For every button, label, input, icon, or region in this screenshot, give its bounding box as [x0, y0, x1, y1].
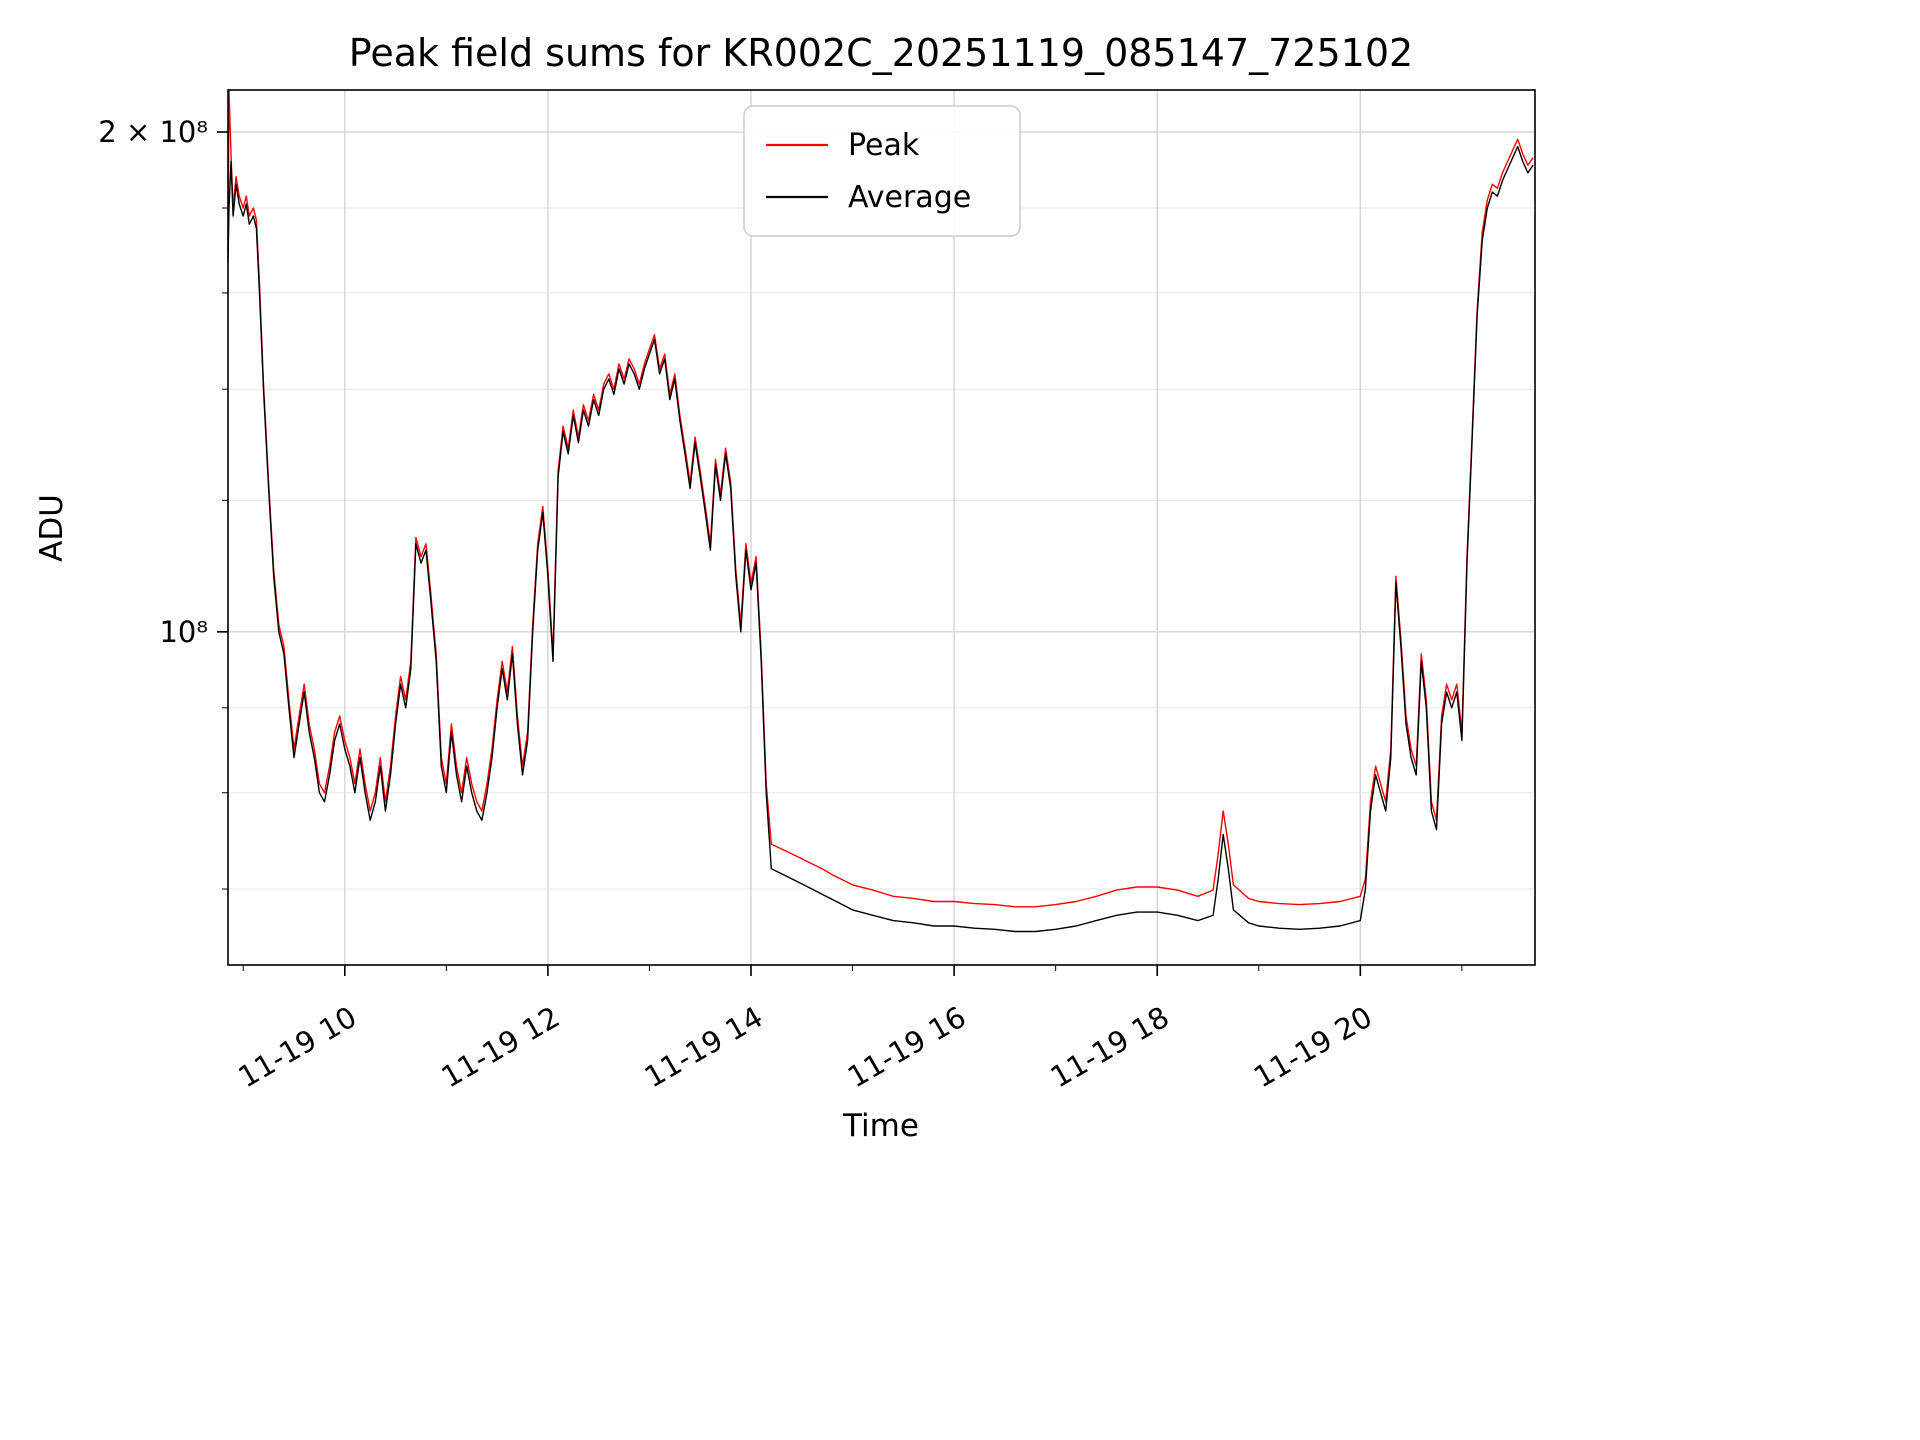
chart-title: Peak field sums for KR002C_20251119_0851…	[349, 31, 1413, 75]
series-lines	[227, 89, 1534, 933]
x-tick-label: 11-19 14	[639, 1000, 769, 1095]
x-tick-label: 11-19 16	[842, 1000, 972, 1095]
average-line	[227, 145, 1534, 933]
x-tick-label: 11-19 18	[1045, 1000, 1175, 1095]
y-axis-label: ADU	[34, 494, 70, 562]
y-tick-label: 10⁸	[159, 615, 208, 649]
axis-ticks	[217, 131, 1463, 976]
x-tick-label: 11-19 20	[1248, 1000, 1378, 1095]
legend-box	[743, 105, 1021, 237]
x-tick-label: 11-19 10	[232, 1000, 362, 1095]
legend-label-peak: Peak	[848, 128, 920, 163]
legend-label-average: Average	[848, 180, 971, 215]
x-tick-labels: 11-19 10 11-19 12 11-19 14 11-19 16 11-19 18…	[232, 1000, 1377, 1095]
y-tick-label: 2 × 10⁸	[98, 115, 208, 149]
y-tick-labels: 10⁸ 2 × 10⁸	[98, 115, 208, 649]
plot-border	[227, 89, 1536, 966]
x-axis-label: Time	[842, 1108, 919, 1144]
x-tick-label: 11-19 12	[435, 1000, 565, 1095]
legend: Peak Average	[743, 105, 1021, 237]
